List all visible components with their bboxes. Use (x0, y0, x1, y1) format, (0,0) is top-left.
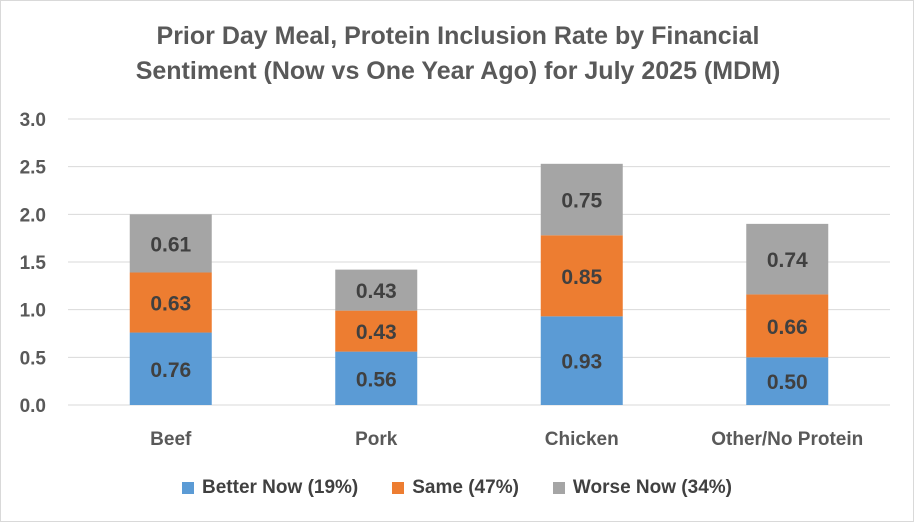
x-tick-label: Chicken (545, 429, 619, 450)
legend-item-worse-now: Worse Now (34%) (552, 477, 732, 499)
legend-label-worse-now: Worse Now (34%) (572, 477, 732, 498)
bar-other-no-protein-same-47 (746, 294, 829, 358)
legend-item-better-now: Better Now (19%) (182, 477, 358, 499)
data-label: 0.56 (356, 368, 397, 391)
data-label: 0.63 (150, 293, 191, 316)
bar-beef-better-now-19 (129, 332, 212, 405)
y-tick-label: 2.5 (20, 158, 47, 179)
y-tick-label: 3.0 (20, 110, 46, 131)
data-label: 0.43 (356, 321, 397, 344)
legend-swatch-better-now (182, 482, 194, 494)
legend-label-same: Same (47%) (412, 477, 519, 498)
y-tick-label: 0.5 (20, 348, 47, 369)
legend-item-same: Same (47%) (392, 477, 519, 499)
data-label: 0.74 (767, 249, 808, 272)
data-label: 0.61 (150, 233, 191, 256)
x-tick-labels: Beef Pork Chicken Other/No Protein (150, 429, 863, 450)
data-label: 0.85 (561, 266, 602, 289)
data-label: 0.50 (767, 371, 808, 394)
chart-title-line-2: Sentiment (Now vs One Year Ago) for July… (135, 57, 781, 85)
legend-swatch-same (392, 482, 405, 494)
bar-chicken-same-47 (540, 235, 623, 317)
data-label: 0.75 (561, 190, 602, 213)
bar-beef-same-47 (129, 272, 212, 333)
x-tick-label: Beef (150, 429, 192, 450)
bar-pork-better-now-19 (335, 351, 418, 405)
chart-title-line-1: Prior Day Meal, Protein Inclusion Rate b… (156, 22, 760, 50)
data-label: 0.66 (767, 316, 808, 339)
bar-chicken-better-now-19 (540, 316, 623, 405)
chart-title: Prior Day Meal, Protein Inclusion Rate b… (1, 19, 914, 89)
y-tick-labels: 0.0 0.5 1.0 1.5 2.0 2.5 3.0 (20, 110, 47, 417)
y-tick-label: 1.5 (20, 253, 47, 274)
y-tick-label: 2.0 (20, 205, 46, 226)
y-tick-label: 1.0 (20, 301, 46, 322)
bars: 0.76 0.63 0.61 0.56 0.43 0.43 0.93 0.85 0.75 0.50… (129, 163, 829, 405)
bar-other-no-protein-worse-now-34 (746, 223, 829, 295)
bar-chicken-worse-now-34 (540, 163, 623, 236)
bar-beef-worse-now-34 (129, 214, 212, 273)
legend: Better Now (19%) Same (47%) Worse Now (3… (0, 477, 914, 499)
bar-pork-worse-now-34 (335, 269, 418, 311)
x-tick-label: Other/No Protein (711, 429, 863, 450)
legend-swatch-worse-now (552, 482, 565, 494)
legend-label-better-now: Better Now (19%) (202, 477, 359, 498)
y-tick-label: 0.0 (20, 396, 46, 417)
data-label: 0.93 (561, 351, 602, 374)
bar-pork-same-47 (335, 310, 418, 352)
data-label: 0.43 (356, 280, 397, 303)
bar-other-no-protein-better-now-19 (746, 357, 829, 405)
data-label: 0.76 (150, 359, 191, 382)
x-tick-label: Pork (355, 429, 398, 450)
